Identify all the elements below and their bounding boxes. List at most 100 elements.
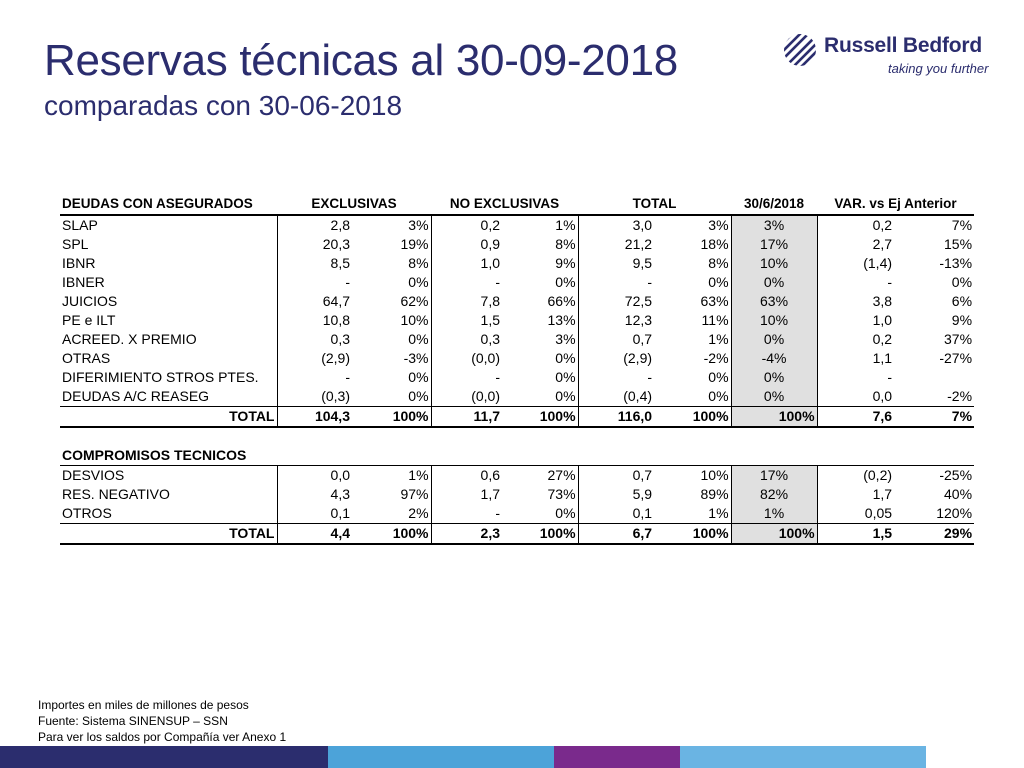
table-cell: 0,7: [632, 331, 653, 347]
footnote-source: Fuente: Sistema SINENSUP – SSN: [38, 714, 228, 728]
table-cell: 2%: [352, 504, 432, 524]
table-cell: -: [647, 369, 653, 385]
table-cell: 20,3: [322, 236, 350, 252]
header-total: TOTAL: [578, 193, 732, 216]
row-label: PE e ILT: [60, 311, 278, 330]
table-cell: 64,7: [322, 293, 350, 309]
table-cell: (0,0): [471, 388, 501, 404]
table-cell: 10%: [654, 465, 732, 485]
total-row: TOTAL 4,4 100% 2,3 100% 6,7 100% 100% 1,5 29%: [60, 523, 975, 545]
table-cell: 89%: [654, 485, 732, 504]
footer-bar-segment: [926, 746, 1024, 768]
table-cell: 0%: [352, 273, 432, 292]
table-cell: (0,0): [471, 350, 501, 366]
table-cell: -: [887, 274, 893, 290]
table-cell: 1%: [654, 330, 732, 349]
table-cell: 100%: [654, 523, 732, 545]
footnote-units: Importes en miles de millones de pesos: [38, 698, 249, 712]
table-cell: 19%: [352, 235, 432, 254]
table-cell: 100%: [731, 406, 818, 428]
table-cell: 9%: [951, 312, 973, 328]
section-title: COMPROMISOS TECNICOS: [60, 446, 975, 466]
row-label: TOTAL: [60, 523, 278, 545]
row-label: RES. NEGATIVO: [60, 485, 278, 504]
footnotes: Importes en miles de millones de pesos F…: [38, 697, 286, 745]
row-label: DEUDAS A/C REASEG: [60, 387, 278, 407]
table-cell: 0,0: [872, 388, 893, 404]
table-cell: 10%: [731, 311, 818, 330]
page-title: Reservas técnicas al 30-09-2018: [44, 36, 678, 85]
table-cell: 0%: [951, 274, 973, 290]
table-cell: 1,7: [480, 486, 501, 502]
table-cell: 3%: [352, 215, 432, 235]
table-cell: 66%: [502, 292, 579, 311]
table-cell: 3%: [731, 215, 818, 235]
table-cell: 4,4: [277, 523, 352, 545]
table-cell: -25%: [939, 467, 973, 483]
table-cell: 1%: [654, 504, 732, 524]
table-cell: 37%: [944, 331, 973, 347]
footer-bar-segment: [680, 746, 926, 768]
row-label: SLAP: [60, 215, 278, 235]
table-cell: 11,7: [431, 406, 503, 428]
row-label: IBNR: [60, 254, 278, 273]
table-cell: 1%: [502, 215, 579, 235]
table-cell: 0,7: [632, 467, 653, 483]
table-cell: 13%: [502, 311, 579, 330]
table-cell: 7%: [951, 217, 973, 233]
row-label: TOTAL: [60, 406, 278, 428]
table-cell: 10%: [352, 311, 432, 330]
table-row: IBNER -0% -0% -0% 0% -0%: [60, 273, 974, 292]
header-deudas: DEUDAS CON ASEGURADOS: [60, 193, 277, 216]
row-label: IBNER: [60, 273, 278, 292]
table-cell: 1%: [731, 504, 818, 524]
table-cell: (2,9): [321, 350, 350, 366]
table-cell: 100%: [352, 406, 432, 428]
table-cell: (0,4): [623, 388, 653, 404]
table-cell: 120%: [936, 505, 973, 521]
table-cell: 73%: [502, 485, 579, 504]
section-header-row: COMPROMISOS TECNICOS: [60, 446, 975, 466]
page-subtitle: comparadas con 30-06-2018: [44, 90, 403, 121]
table-cell: -: [345, 369, 350, 385]
table-cell: 11%: [654, 311, 732, 330]
table-cell: 0,05: [864, 505, 893, 521]
table-cell: 0%: [654, 387, 732, 407]
table-cell: 0%: [731, 387, 818, 407]
table-cell: 2,3: [431, 523, 503, 545]
footer-bar-segment: [0, 746, 328, 768]
table-cell: 8%: [352, 254, 432, 273]
table-cell: -2%: [654, 349, 732, 368]
row-label: JUICIOS: [60, 292, 278, 311]
table-cell: (0,3): [321, 388, 350, 404]
table-cell: 3,0: [632, 217, 653, 233]
table-cell: 0%: [352, 330, 432, 349]
table-row: RES. NEGATIVO 4,3 97% 1,7 73% 5,9 89% 82% 1,7 40%: [60, 485, 974, 504]
table-cell: 1,0: [872, 312, 893, 328]
globe-logo-icon: [784, 34, 816, 66]
table-cell: 0,9: [480, 236, 501, 252]
table-cell: 0%: [502, 504, 579, 524]
table-row: JUICIOS 64,7 62% 7,8 66% 72,5 63% 63% 3,8 6%: [60, 292, 974, 311]
table-cell: 1%: [352, 465, 432, 485]
table-row: PE e ILT 10,8 10% 1,5 13% 12,3 11% 10% 1,0 9%: [60, 311, 974, 330]
table-cell: 0,6: [480, 467, 501, 483]
table-cell: 0%: [502, 349, 579, 368]
table-cell: 3,8: [872, 293, 893, 309]
spacer-row: [60, 427, 974, 446]
table-cell: -27%: [939, 350, 973, 366]
table-row: DESVIOS 0,0 1% 0,6 27% 0,7 10% 17% (0,2) -25%: [60, 465, 974, 485]
header-30-6-2018: 30/6/2018: [731, 193, 818, 216]
row-label: SPL: [60, 235, 278, 254]
table-cell: 116,0: [578, 406, 655, 428]
table-cell: 0,2: [480, 217, 501, 233]
table-cell: 17%: [731, 465, 818, 485]
total-row: TOTAL 104,3 100% 11,7 100% 116,0 100% 100% 7,6 7%: [60, 406, 975, 428]
table-cell: 62%: [352, 292, 432, 311]
table-cell: 0%: [502, 387, 579, 407]
table-cell: 5,9: [632, 486, 653, 502]
table-cell: 4,3: [330, 486, 350, 502]
table-cell: 8%: [502, 235, 579, 254]
table-row: SPL 20,3 19% 0,9 8% 21,2 18% 17% 2,7 15%: [60, 235, 974, 254]
table-cell: 0%: [731, 273, 818, 292]
